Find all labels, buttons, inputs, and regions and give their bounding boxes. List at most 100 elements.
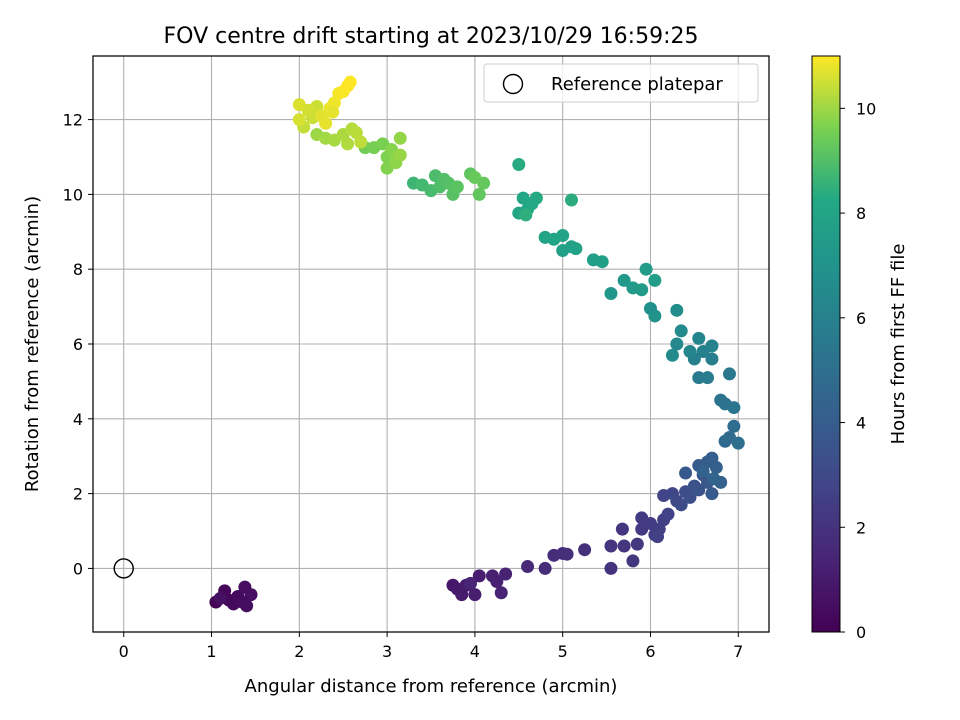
data-point [560, 547, 574, 561]
data-point [722, 367, 736, 381]
colorbar-tick-label: 2 [856, 518, 866, 537]
data-point [639, 262, 653, 276]
data-point [547, 232, 561, 246]
data-point [213, 591, 227, 605]
x-tick-label: 4 [470, 642, 480, 661]
y-tick-label: 8 [73, 260, 83, 279]
data-point [674, 324, 688, 338]
data-point [731, 436, 745, 450]
data-point [472, 569, 486, 583]
data-point [705, 487, 719, 501]
data-point [727, 419, 741, 433]
x-axis-label: Angular distance from reference (arcmin) [245, 676, 618, 697]
x-tick-label: 7 [733, 642, 743, 661]
data-point [701, 371, 715, 385]
data-point [617, 273, 631, 287]
data-point [604, 287, 618, 301]
x-axis-ticks: 0 1 2 3 4 5 6 7 [119, 632, 743, 661]
data-point [683, 344, 697, 358]
data-point [648, 309, 662, 323]
x-tick-label: 1 [206, 642, 216, 661]
data-point [343, 75, 357, 89]
data-point [683, 490, 697, 504]
x-tick-label: 0 [119, 642, 129, 661]
y-tick-label: 0 [73, 559, 83, 578]
legend-box [483, 63, 759, 103]
y-axis-ticks: 0 2 4 6 8 10 12 [63, 111, 93, 578]
colorbar-tick-label: 8 [856, 204, 866, 223]
data-point [240, 599, 254, 613]
x-tick-label: 6 [645, 642, 655, 661]
data-point [661, 507, 675, 521]
data-point [630, 537, 644, 551]
data-point [464, 576, 478, 590]
data-point [670, 337, 684, 351]
data-point [468, 171, 482, 185]
legend-marker-reference [502, 73, 524, 95]
reference-marker [113, 558, 134, 579]
data-point [569, 242, 583, 256]
y-tick-label: 12 [63, 111, 83, 130]
colorbar [811, 55, 841, 633]
data-point [578, 543, 592, 557]
y-axis-label: Rotation from reference (arcmin) [22, 196, 43, 492]
data-point [519, 208, 533, 222]
data-point [499, 567, 513, 581]
colorbar-tick-label: 4 [856, 414, 866, 433]
data-point [490, 575, 504, 589]
data-point [521, 560, 535, 574]
y-tick-label: 2 [73, 485, 83, 504]
data-point [692, 483, 706, 497]
data-point [705, 339, 719, 353]
data-point [244, 588, 258, 602]
data-point [696, 464, 710, 478]
scatter-points [209, 75, 745, 613]
data-point [564, 193, 578, 207]
data-point [354, 135, 368, 149]
x-tick-label: 2 [294, 642, 304, 661]
legend-label-reference: Reference platepar [551, 74, 723, 95]
chart-title: FOV centre drift starting at 2023/10/29 … [164, 24, 699, 49]
data-point [665, 348, 679, 362]
data-point [604, 561, 618, 575]
colorbar-tick-label: 6 [856, 309, 866, 328]
legend: Reference platepar [483, 63, 759, 103]
data-point [692, 331, 706, 345]
data-point [679, 466, 693, 480]
data-point [670, 303, 684, 317]
data-point [648, 273, 662, 287]
data-point [538, 561, 552, 575]
data-point [674, 498, 688, 512]
colorbar-tick-label: 0 [856, 623, 866, 642]
data-point [709, 460, 723, 474]
data-point [604, 539, 618, 553]
y-tick-label: 10 [63, 185, 83, 204]
data-point [292, 113, 306, 127]
data-point [393, 148, 407, 162]
data-point [292, 98, 306, 112]
data-point [727, 401, 741, 415]
data-point [707, 472, 721, 486]
data-point [393, 131, 407, 145]
data-point [635, 283, 649, 297]
data-point [651, 530, 665, 544]
data-point [468, 588, 482, 602]
data-point [617, 539, 631, 553]
y-tick-label: 4 [73, 410, 83, 429]
y-tick-label: 6 [73, 335, 83, 354]
colorbar-tick-label: 10 [856, 99, 876, 118]
data-point [705, 352, 719, 366]
colorbar-ticks: 0 2 4 6 8 10 [840, 99, 876, 642]
data-point [626, 554, 640, 568]
x-tick-label: 3 [382, 642, 392, 661]
data-point [529, 191, 543, 205]
data-point [472, 187, 486, 201]
data-point [326, 105, 340, 119]
reference-point [113, 558, 134, 579]
data-point [512, 157, 526, 171]
data-point [494, 586, 508, 600]
colorbar-label: Hours from first FF file [888, 244, 909, 445]
data-point [341, 137, 355, 151]
data-point [319, 116, 333, 130]
